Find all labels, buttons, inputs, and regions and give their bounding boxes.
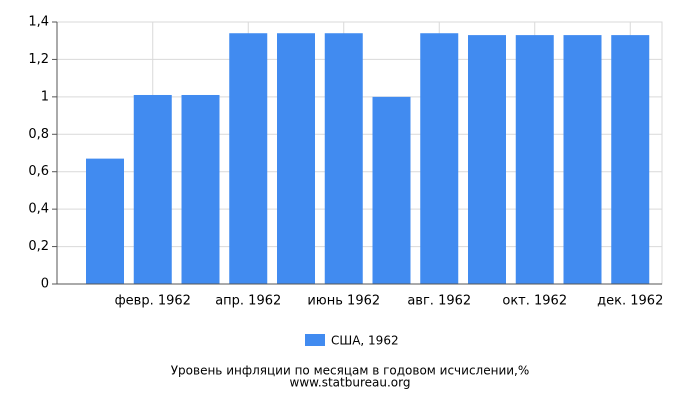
y-tick-label: 1,2 <box>28 52 49 67</box>
x-tick-label: окт. 1962 <box>502 294 567 309</box>
bar <box>86 158 124 284</box>
bar <box>229 33 268 284</box>
x-tick-label: авг. 1962 <box>407 294 471 309</box>
bar <box>468 35 506 284</box>
bar <box>181 94 220 284</box>
x-tick-label: дек. 1962 <box>597 294 663 309</box>
y-tick-label: 1 <box>41 89 49 104</box>
footer-caption: Уровень инфляции по месяцам в годовом ис… <box>171 364 530 378</box>
y-tick-label: 1,4 <box>28 15 49 30</box>
bar <box>563 35 602 284</box>
x-tick-label: апр. 1962 <box>215 294 281 309</box>
y-tick-label: 0,2 <box>28 239 49 254</box>
bar <box>420 33 459 284</box>
legend-swatch <box>305 334 325 346</box>
x-tick-label: февр. 1962 <box>115 294 191 309</box>
bar <box>277 33 315 284</box>
y-tick-label: 0,6 <box>28 164 49 179</box>
bar <box>324 33 363 284</box>
bar <box>515 35 554 284</box>
bar <box>372 96 411 284</box>
footer-source: www.statbureau.org <box>290 376 411 390</box>
y-tick-label: 0,4 <box>28 202 49 217</box>
bar <box>133 94 172 284</box>
legend-label: США, 1962 <box>331 334 399 348</box>
y-tick-label: 0 <box>41 277 49 292</box>
x-tick-label: июнь 1962 <box>307 294 380 309</box>
bar <box>611 35 650 284</box>
y-tick-label: 0,8 <box>28 127 49 142</box>
